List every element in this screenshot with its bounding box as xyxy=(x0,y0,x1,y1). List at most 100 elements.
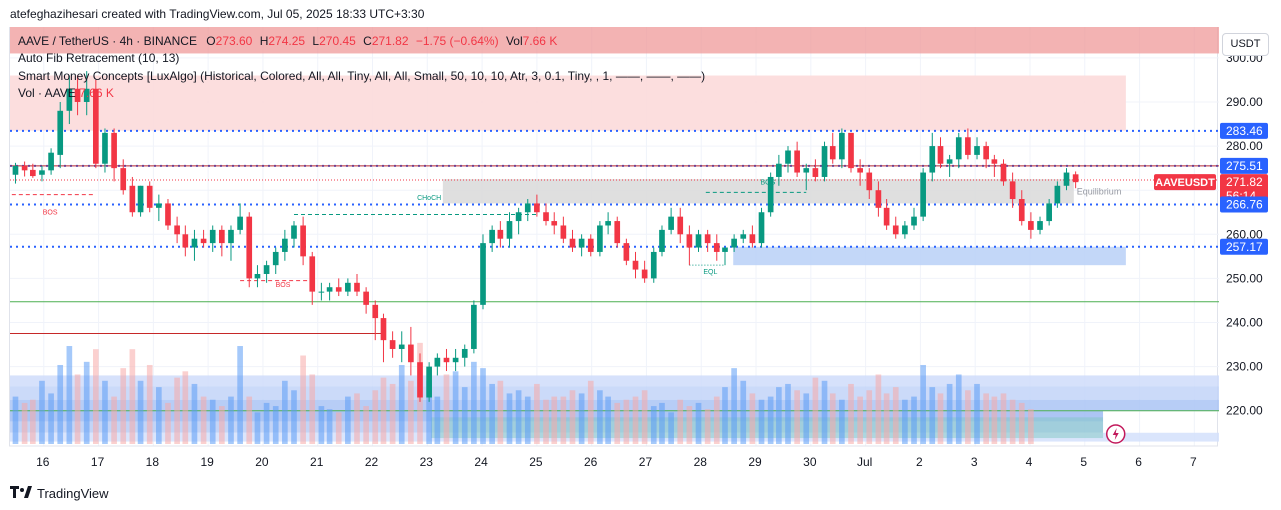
candle-body xyxy=(677,216,684,235)
tradingview-brand[interactable]: TradingView xyxy=(10,485,109,501)
volume-bar xyxy=(695,402,702,444)
volume-bar xyxy=(803,393,810,444)
level-price-tag xyxy=(1220,157,1268,174)
y-tick-label: 240.00 xyxy=(1226,316,1263,330)
x-tick-label: 23 xyxy=(420,455,434,469)
volume-bar xyxy=(749,393,756,444)
volume-bar xyxy=(677,399,684,444)
volume-bar xyxy=(911,396,917,444)
candle-body xyxy=(174,225,180,235)
candle-body xyxy=(426,366,432,398)
candle-body xyxy=(12,165,19,175)
volume-bar xyxy=(219,406,225,444)
volume-bar xyxy=(263,402,270,444)
volume-bar xyxy=(345,396,351,444)
volume-bar xyxy=(929,387,936,444)
volume-bar xyxy=(650,406,657,444)
candle-body xyxy=(632,260,639,270)
candle-body xyxy=(443,357,450,363)
volume-bar xyxy=(480,368,486,444)
volume-bar xyxy=(246,396,253,444)
tradingview-logo-icon xyxy=(10,485,32,501)
candle-body xyxy=(389,340,396,349)
volume-bar xyxy=(120,368,127,444)
volume-bar xyxy=(191,383,198,444)
volume-bar xyxy=(1009,399,1016,444)
candle-body xyxy=(892,225,899,235)
volume-bar xyxy=(578,393,585,444)
x-tick-label: 26 xyxy=(584,455,598,469)
volume-profile-bin xyxy=(10,375,1219,387)
candle-body xyxy=(713,243,720,252)
volume-bar xyxy=(641,390,648,444)
x-tick-label: 22 xyxy=(365,455,379,469)
currency-button[interactable]: USDT xyxy=(1222,33,1269,56)
y-tick-label: 270.00 xyxy=(1226,183,1263,197)
y-tick-label: 290.00 xyxy=(1226,95,1263,109)
candle-body xyxy=(39,170,45,175)
volume-bar xyxy=(74,374,81,444)
volume-bar xyxy=(21,402,28,444)
candle-body xyxy=(785,150,791,164)
volume-bar xyxy=(272,406,279,444)
level-price-text: 275.51 xyxy=(1226,159,1263,173)
candle-body xyxy=(408,344,414,363)
x-tick-label: 29 xyxy=(748,455,762,469)
candle-body xyxy=(829,146,836,160)
candle-body xyxy=(182,234,189,248)
volume-bar xyxy=(857,396,863,444)
volume-bar xyxy=(282,380,288,444)
candle-body xyxy=(659,229,665,252)
candle-body xyxy=(398,344,405,349)
candle-body xyxy=(524,203,531,213)
candle-body xyxy=(1063,172,1070,186)
x-tick-label: 17 xyxy=(91,455,105,469)
volume-bar xyxy=(182,371,189,444)
volume-bar xyxy=(254,412,261,444)
volume-bar xyxy=(129,349,136,444)
candle-body xyxy=(21,165,28,171)
volume-bar xyxy=(875,374,882,444)
candle-body xyxy=(309,256,316,292)
chart-area[interactable]: Equilibrium BOS BOS CHoCH BOS EQL xyxy=(9,27,1219,446)
volume-bar xyxy=(200,396,207,444)
y-tick-label: 220.00 xyxy=(1226,404,1263,418)
candle-body xyxy=(246,216,253,279)
x-tick-label: 20 xyxy=(255,455,269,469)
smc-label: BOS xyxy=(276,282,291,289)
candle-body xyxy=(282,238,288,252)
candle-body xyxy=(1028,221,1034,230)
volume-bar xyxy=(146,364,153,444)
volume-bar xyxy=(722,387,728,444)
candle-body xyxy=(434,357,441,367)
candle-body xyxy=(66,88,73,111)
candle-body xyxy=(1054,185,1061,204)
x-tick-label: 27 xyxy=(639,455,653,469)
volume-bar xyxy=(767,396,774,444)
volume-bar xyxy=(955,374,962,444)
volume-bar xyxy=(983,393,989,444)
candle-body xyxy=(219,229,225,244)
candle-body xyxy=(300,225,306,257)
candle-body xyxy=(272,251,279,266)
level-price-tag xyxy=(1220,238,1268,255)
candle-body xyxy=(165,203,171,226)
candle-body xyxy=(129,185,136,213)
volume-bar xyxy=(156,387,162,444)
candle-body xyxy=(614,221,621,244)
candle-body xyxy=(111,132,117,169)
candle-body xyxy=(380,318,387,341)
volume-bar xyxy=(740,380,747,444)
volume-bar xyxy=(174,377,180,444)
candle-body xyxy=(731,238,737,248)
volume-bar xyxy=(102,380,108,444)
candle-body xyxy=(740,234,747,239)
price-chart[interactable]: Equilibrium BOS BOS CHoCH BOS EQL xyxy=(10,27,1219,446)
volume-bar xyxy=(1028,409,1034,444)
volume-bar xyxy=(597,390,603,444)
volume-bar xyxy=(524,396,531,444)
y-tick-label: 250.00 xyxy=(1226,271,1263,285)
x-tick-label: 24 xyxy=(474,455,488,469)
volume-bar xyxy=(326,409,333,444)
volume-bar xyxy=(318,406,325,444)
